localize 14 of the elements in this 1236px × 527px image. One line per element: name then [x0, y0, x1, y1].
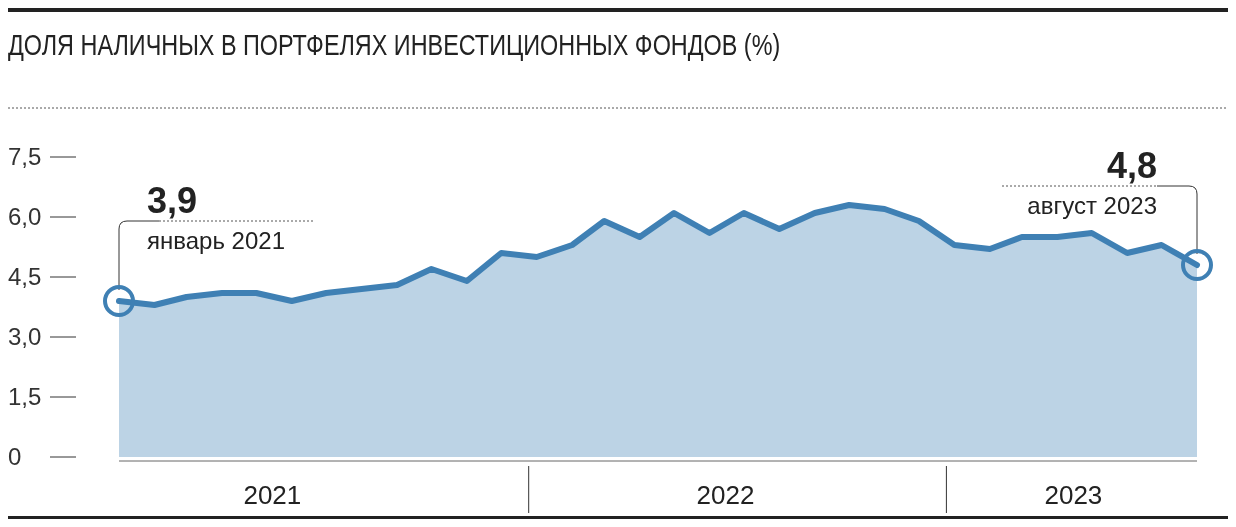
annotation: 4,8 [1106, 145, 1157, 186]
x-tick-label: 2021 [243, 480, 302, 510]
y-tick-label: 7,5 [8, 143, 42, 170]
annotation: август 2023 [1027, 192, 1157, 219]
y-tick-label: 3,0 [8, 323, 42, 350]
y-tick-label: 6,0 [8, 203, 42, 230]
y-tick-label: 4,5 [8, 263, 42, 290]
y-tick-label: 0 [8, 443, 22, 470]
annotation: январь 2021 [147, 227, 285, 254]
y-tick-label: 1,5 [8, 383, 42, 410]
x-tick-label: 2022 [696, 480, 755, 510]
x-tick-label: 2023 [1044, 480, 1103, 510]
annotation: 3,9 [147, 180, 198, 221]
chart-title: ДОЛЯ НАЛИЧНЫХ В ПОРТФЕЛЯХ ИНВЕСТИЦИОННЫХ ФОНДОВ (%) [8, 28, 781, 62]
